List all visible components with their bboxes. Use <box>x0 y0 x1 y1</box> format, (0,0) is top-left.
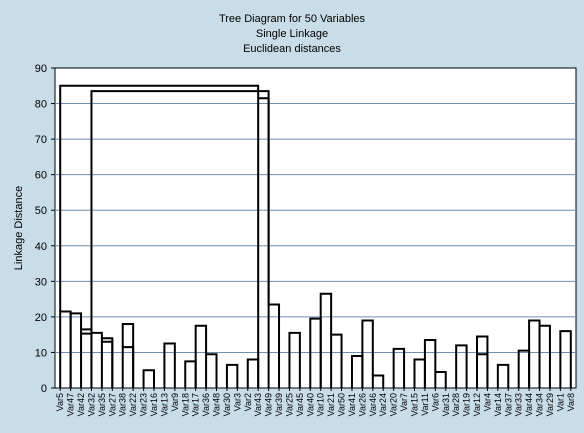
leaf-label: Var50 <box>337 393 347 416</box>
leaf-label: Var24 <box>378 393 388 416</box>
y-tick-label: 50 <box>35 205 47 217</box>
y-axis-label: Linkage Distance <box>13 186 25 270</box>
dendrogram-link <box>528 319 541 388</box>
leaf-label: Var48 <box>212 393 222 416</box>
chart-subtitle-distance: Euclidean distances <box>243 43 341 55</box>
leaf-label: Var36 <box>201 393 211 416</box>
dendrogram-link <box>455 344 468 388</box>
leaf-label: Var9 <box>170 393 180 411</box>
x-axis: Var5 Var47 Var42 Var32 Var35 Var27 Var38 Var22 V… <box>55 388 576 416</box>
dendrogram-link <box>267 303 281 388</box>
leaf-label: Var2 <box>243 393 253 411</box>
leaf-label: Var29 <box>545 393 555 416</box>
leaf-label: Var28 <box>451 393 461 416</box>
dendrogram-link <box>163 342 176 388</box>
dendrogram-link <box>423 339 437 388</box>
y-tick-label: 40 <box>35 241 47 253</box>
leaf-label: Var14 <box>493 393 503 416</box>
leaf-label: Var3 <box>232 393 242 411</box>
leaf-label: Var44 <box>524 393 534 416</box>
leaf-label: Var13 <box>159 393 169 416</box>
leaf-label: Var12 <box>472 393 482 416</box>
y-tick-label: 90 <box>35 63 47 75</box>
leaf-label: Var40 <box>305 393 315 416</box>
leaf-label: Var1 <box>555 393 565 411</box>
leaf-label: Var8 <box>566 393 576 411</box>
leaf-label: Var45 <box>295 393 305 416</box>
leaf-label: Var43 <box>253 393 263 416</box>
leaf-label: Var6 <box>430 393 440 411</box>
leaf-label: Var25 <box>284 393 294 416</box>
leaf-label: Var49 <box>264 393 274 416</box>
dendrogram-link <box>538 324 551 388</box>
dendrogram-link <box>434 371 447 388</box>
dendrogram-link <box>100 337 114 388</box>
leaf-label: Var47 <box>66 393 76 416</box>
leaf-label: Var27 <box>107 393 117 416</box>
leaf-label: Var37 <box>503 393 513 416</box>
dendrogram-link <box>225 363 239 388</box>
leaf-label: Var31 <box>441 393 451 416</box>
leaf-label: Var26 <box>357 393 367 416</box>
chart-subtitle-linkage: Single Linkage <box>256 28 328 40</box>
leaf-label: Var22 <box>128 393 138 416</box>
leaf-label: Var7 <box>399 393 409 411</box>
y-tick-label: 0 <box>41 383 47 395</box>
leaf-label: Var35 <box>97 393 107 416</box>
leaf-label: Var21 <box>326 393 336 416</box>
dendrogram-link <box>559 330 572 388</box>
leaf-label: Var19 <box>462 393 472 416</box>
y-tick-label: 70 <box>35 134 47 146</box>
dendrogram-link <box>392 347 406 388</box>
y-tick-label: 80 <box>35 99 47 111</box>
dendrogram-link <box>371 374 385 388</box>
dendrogram-link <box>330 333 343 388</box>
dendrogram-link <box>121 323 135 388</box>
leaf-label: Var32 <box>86 393 96 416</box>
dendrogram-link <box>288 331 301 388</box>
y-tick-label: 10 <box>35 347 47 359</box>
leaf-label: Var11 <box>420 393 430 416</box>
leaf-label: Var20 <box>389 393 399 416</box>
leaf-label: Var10 <box>316 393 326 416</box>
y-axis: 0 10 20 30 40 50 60 70 80 90 <box>35 63 55 395</box>
dendrogram-link <box>69 312 83 388</box>
leaf-label: Var30 <box>222 393 232 416</box>
dendrogram-link <box>205 353 218 388</box>
leaf-label: Var5 <box>55 393 65 411</box>
y-tick-label: 60 <box>35 170 47 182</box>
dendrogram-link <box>361 319 374 388</box>
leaf-label: Var18 <box>180 393 190 416</box>
dendrogram-link <box>476 335 489 388</box>
leaf-label: Var15 <box>409 393 419 416</box>
plot-area <box>54 67 577 389</box>
dendrogram-link <box>319 292 333 388</box>
leaf-label: Var16 <box>149 393 159 416</box>
leaf-label: Var41 <box>347 393 357 416</box>
leaf-label: Var42 <box>76 393 86 416</box>
dendrogram-link <box>142 369 155 388</box>
dendrogram-links <box>59 84 572 388</box>
leaf-label: Var34 <box>535 393 545 416</box>
leaf-label: Var39 <box>274 393 284 416</box>
dendrogram-link <box>496 363 510 388</box>
leaf-label: Var23 <box>139 393 149 416</box>
dendrogram-link <box>90 331 103 388</box>
leaf-label: Var4 <box>482 393 492 411</box>
y-tick-label: 20 <box>35 312 47 324</box>
dendrogram-link <box>194 324 208 388</box>
chart-title: Tree Diagram for 50 Variables <box>219 13 366 25</box>
leaf-label: Var33 <box>514 393 524 416</box>
leaf-label: Var46 <box>368 393 378 416</box>
dendrogram-link <box>90 90 270 333</box>
leaf-label: Var17 <box>191 393 201 416</box>
leaf-label: Var38 <box>118 393 128 416</box>
gridlines <box>55 103 576 353</box>
y-tick-label: 30 <box>35 276 47 288</box>
